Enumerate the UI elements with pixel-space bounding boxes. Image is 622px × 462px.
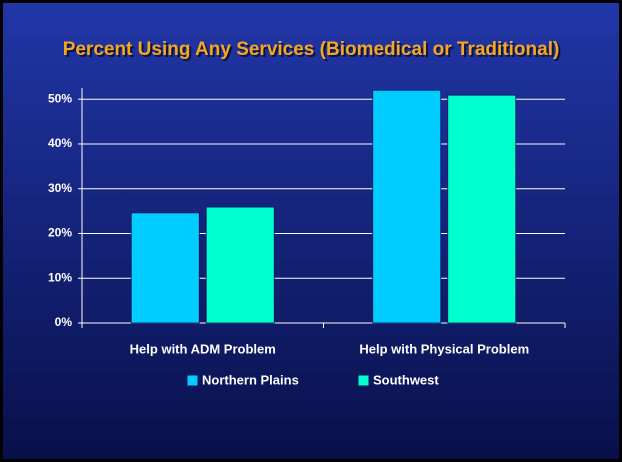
legend-swatch <box>186 374 199 387</box>
y-tick-label: 0% <box>55 315 73 329</box>
legend-label: Northern Plains <box>202 372 299 387</box>
slide-background <box>3 3 619 459</box>
bar <box>447 94 517 324</box>
y-tick-label: 20% <box>48 226 72 240</box>
x-tick-label: Help with Physical Problem <box>359 341 529 356</box>
x-tick-label: Help with ADM Problem <box>130 341 276 356</box>
bar <box>130 212 200 324</box>
y-tick-label: 50% <box>48 91 72 105</box>
bar <box>372 89 442 324</box>
bar <box>205 206 275 324</box>
y-tick-label: 10% <box>48 270 72 284</box>
legend-swatch <box>357 374 370 387</box>
y-tick-label: 40% <box>48 136 72 150</box>
y-tick-label: 30% <box>48 181 72 195</box>
chart-title-shadow: Percent Using Any Services (Biomedical o… <box>65 41 562 62</box>
legend-label: Southwest <box>373 372 439 387</box>
chart-title: Percent Using Any Services (Biomedical o… <box>63 39 560 60</box>
